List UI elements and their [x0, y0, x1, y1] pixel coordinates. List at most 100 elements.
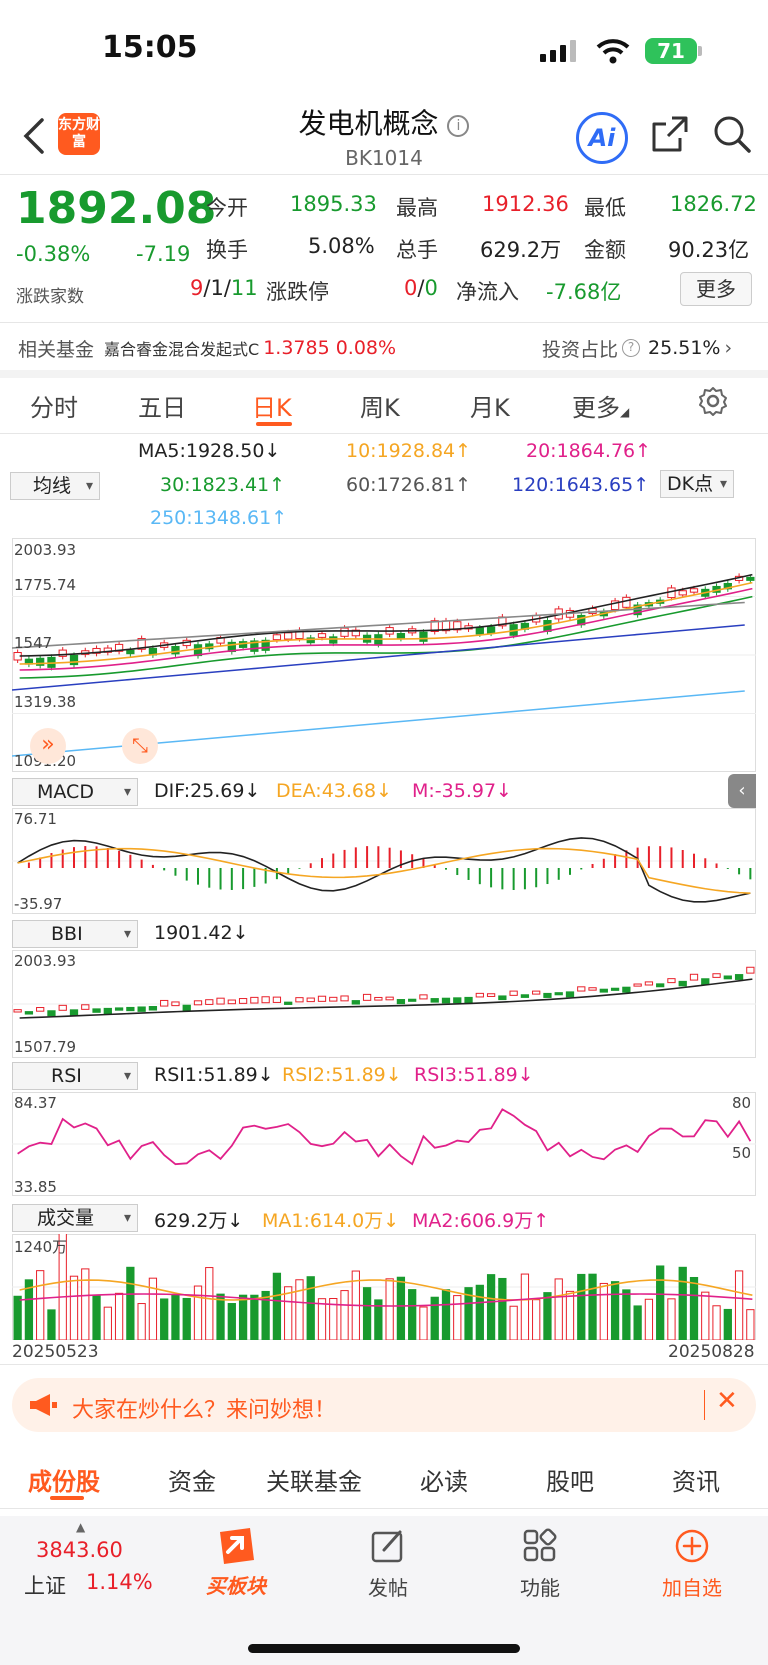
tab-monthly-k[interactable]: 月K — [470, 394, 510, 422]
ma120-label: 120:1643.65↑ — [512, 474, 650, 496]
bbi-candle — [103, 1007, 112, 1015]
volume-bar — [532, 1299, 541, 1340]
volume-bar — [47, 1309, 56, 1340]
candle — [678, 590, 687, 596]
collapse-panel-icon[interactable]: ‹ — [728, 774, 756, 808]
related-fund-row[interactable]: 相关基金 嘉合睿金混合发起式C 1.3785 0.08% — [18, 332, 396, 364]
bbi-select[interactable]: BBI — [12, 920, 138, 948]
ma-select[interactable]: 均线 — [10, 472, 100, 500]
kline-chart[interactable] — [12, 538, 756, 772]
bbi-candle — [441, 997, 451, 1004]
candle — [329, 636, 338, 644]
candle — [453, 621, 462, 631]
search-icon[interactable] — [712, 114, 752, 154]
ask-banner[interactable] — [12, 1378, 756, 1432]
rsi-select[interactable]: RSI — [12, 1062, 138, 1090]
bbi-candle — [137, 1006, 146, 1012]
tab-more[interactable]: 更多◢ — [572, 394, 630, 422]
add-watchlist-icon[interactable] — [674, 1528, 710, 1564]
close-banner-icon[interactable]: ✕ — [716, 1386, 738, 1416]
candle — [689, 588, 699, 593]
bbi-candle — [193, 1000, 203, 1006]
limit-label: 涨跌停 — [266, 280, 329, 304]
macd-axis-bottom: -35.97 — [14, 895, 63, 913]
post-edit-icon[interactable] — [370, 1528, 406, 1564]
tab-intraday[interactable]: 分时 — [30, 394, 78, 422]
bbi-candle — [520, 994, 530, 998]
add-watchlist-label[interactable]: 加自选 — [662, 1576, 722, 1600]
volume-bar — [509, 1305, 518, 1340]
bottom-tabs-divider — [0, 1508, 768, 1509]
candle — [69, 654, 79, 666]
bbi-candle — [565, 991, 575, 998]
volume-bar — [374, 1299, 383, 1340]
rsi-level-80: 80 — [732, 1094, 752, 1112]
help-icon: ? — [622, 339, 641, 357]
post-label[interactable]: 发帖 — [368, 1576, 408, 1600]
volume-axis-top: 1240万 — [14, 1238, 68, 1256]
ma10-label: 10:1928.84↑ — [346, 440, 472, 462]
settings-gear-icon[interactable] — [698, 386, 728, 416]
volume-bar — [13, 1295, 22, 1340]
volume-select[interactable]: 成交量 — [12, 1204, 138, 1232]
fullscreen-icon[interactable]: ⤡ — [122, 728, 158, 764]
expand-left-icon[interactable]: » — [30, 728, 66, 764]
volume-bar — [362, 1287, 372, 1340]
tab-funds-flow[interactable]: 资金 — [168, 1468, 216, 1496]
buy-board-icon[interactable] — [214, 1526, 258, 1566]
info-icon[interactable]: i — [447, 115, 470, 137]
functions-label[interactable]: 功能 — [520, 1576, 560, 1600]
tab-constituents[interactable]: 成份股 — [28, 1468, 100, 1496]
quote-divider — [0, 322, 768, 323]
index-pct[interactable]: 1.14% — [86, 1570, 153, 1594]
back-arrow-icon[interactable] — [22, 118, 46, 154]
volume-bar — [577, 1273, 586, 1340]
volume-bar — [385, 1278, 394, 1340]
volume-bar — [92, 1295, 101, 1340]
dk-point-select[interactable]: DK点 — [660, 470, 734, 498]
banner-text[interactable]: 大家在炒什么？来问妙想！ — [72, 1398, 337, 1423]
candle — [261, 639, 270, 651]
bbi-candle — [622, 986, 631, 993]
bbi-candle — [216, 997, 225, 1005]
share-icon[interactable] — [650, 114, 690, 154]
rsi1-label: RSI1:51.89↓ — [154, 1064, 274, 1086]
tab-weekly-k[interactable]: 周K — [360, 394, 400, 422]
ai-button[interactable]: Ai — [576, 112, 628, 164]
bbi-candle — [486, 993, 496, 997]
bbi-candle — [633, 983, 642, 987]
tab-must-read[interactable]: 必读 — [420, 1468, 468, 1496]
buy-board-label[interactable]: 买板块 — [206, 1574, 266, 1598]
index-name[interactable]: 上证 — [24, 1574, 66, 1598]
bbi-candle — [543, 992, 552, 998]
functions-grid-icon[interactable] — [522, 1528, 558, 1564]
bbi-candle — [498, 995, 507, 1001]
volume-bar — [126, 1266, 135, 1340]
app-logo: 东方财富 — [58, 113, 100, 155]
tab-daily-k[interactable]: 日K — [252, 394, 292, 422]
tab-related-funds[interactable]: 关联基金 — [266, 1468, 362, 1496]
tab-forum[interactable]: 股吧 — [546, 1468, 594, 1496]
bbi-candle — [588, 987, 597, 991]
volume-bar — [588, 1273, 597, 1340]
bbi-candle — [644, 981, 654, 986]
header-divider — [0, 174, 768, 175]
candle — [622, 596, 631, 608]
candle — [250, 640, 259, 652]
bbi-candle — [554, 992, 563, 996]
active-tab-underline — [256, 422, 292, 426]
volume-bar — [656, 1265, 665, 1340]
index-value[interactable]: 3843.60 — [36, 1538, 123, 1562]
fund-pct: 0.08% — [335, 337, 397, 359]
tab-news[interactable]: 资讯 — [672, 1468, 720, 1496]
volume-bar — [678, 1266, 687, 1340]
tab-five-day[interactable]: 五日 — [138, 394, 186, 422]
candle — [137, 638, 146, 650]
macd-dea: DEA:43.68↓ — [276, 780, 393, 802]
date-start: 20250523 — [12, 1342, 99, 1362]
investment-ratio[interactable]: 投资占比 ? 25.51% › — [542, 337, 733, 361]
candle — [306, 637, 315, 644]
macd-select[interactable]: MACD — [12, 778, 138, 806]
more-quote-button[interactable]: 更多 — [680, 272, 752, 306]
dif-line — [17, 837, 751, 903]
